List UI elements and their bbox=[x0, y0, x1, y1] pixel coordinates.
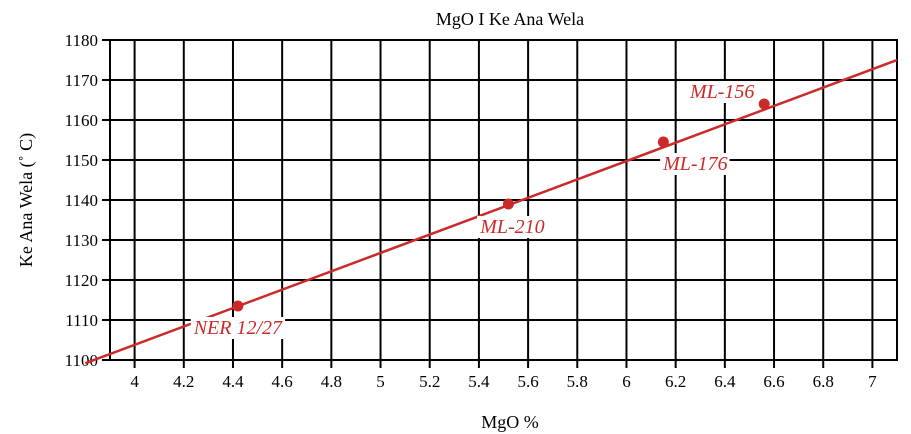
x-tick-label: 7 bbox=[868, 372, 877, 391]
data-point-label-background bbox=[660, 153, 730, 175]
data-point-label: NER 12/27 bbox=[193, 317, 283, 339]
x-axis-title: MgO % bbox=[481, 412, 539, 432]
x-tick-label: 5.6 bbox=[517, 372, 538, 391]
data-point bbox=[657, 136, 669, 148]
data-point-label: ML-176 bbox=[662, 153, 727, 175]
data-point bbox=[758, 98, 770, 110]
data-point-label: ML-156 bbox=[689, 81, 754, 103]
data-point-label-background bbox=[190, 317, 286, 339]
grid bbox=[102, 39, 898, 368]
y-tick-label: 1130 bbox=[65, 231, 98, 250]
trendline bbox=[84, 58, 898, 365]
data-point bbox=[232, 300, 244, 312]
y-tick-labels: 1100 1110 1120 1130 1140 1150 1160 1170 1180 bbox=[65, 31, 98, 370]
chart-title: MgO I Ke Ana Wela bbox=[436, 9, 584, 29]
x-tick-label: 6.8 bbox=[813, 372, 834, 391]
data-point-label-background bbox=[477, 216, 547, 238]
x-tick-label: 4.8 bbox=[321, 372, 342, 391]
x-tick-label: 5 bbox=[376, 372, 385, 391]
point-labels: NER 12/27 ML-210 ML-176 ML-156 bbox=[190, 81, 757, 339]
x-tick-labels: 4 4.2 4.4 4.6 4.8 5 5.2 5.4 5.6 5.8 6 6.2 6.4 6.6 6.8 7 bbox=[130, 372, 877, 391]
x-tick-label: 4.4 bbox=[222, 372, 244, 391]
x-tick-label: 5.4 bbox=[468, 372, 490, 391]
y-tick-label: 1150 bbox=[65, 151, 98, 170]
x-tick-label: 4 bbox=[130, 372, 139, 391]
y-tick-label: 1140 bbox=[65, 191, 98, 210]
x-tick-label: 6.6 bbox=[763, 372, 784, 391]
data-points bbox=[232, 98, 770, 312]
x-tick-label: 5.2 bbox=[419, 372, 440, 391]
data-point-label: ML-210 bbox=[479, 216, 544, 238]
x-tick-label: 6.2 bbox=[665, 372, 686, 391]
x-tick-label: 4.2 bbox=[173, 372, 194, 391]
y-tick-label: 1100 bbox=[65, 351, 98, 370]
data-point-label-background bbox=[686, 81, 757, 103]
x-tick-label: 6 bbox=[622, 372, 631, 391]
x-tick-label: 4.6 bbox=[272, 372, 293, 391]
y-tick-label: 1180 bbox=[65, 31, 98, 50]
data-point bbox=[502, 198, 514, 210]
x-tick-label: 5.8 bbox=[567, 372, 588, 391]
y-axis-title: Ke Ana Wela (˚ C) bbox=[16, 133, 37, 267]
y-tick-label: 1120 bbox=[65, 271, 98, 290]
x-tick-label: 6.4 bbox=[714, 372, 736, 391]
y-tick-label: 1110 bbox=[65, 311, 98, 330]
y-tick-label: 1170 bbox=[65, 71, 98, 90]
y-tick-label: 1160 bbox=[65, 111, 98, 130]
